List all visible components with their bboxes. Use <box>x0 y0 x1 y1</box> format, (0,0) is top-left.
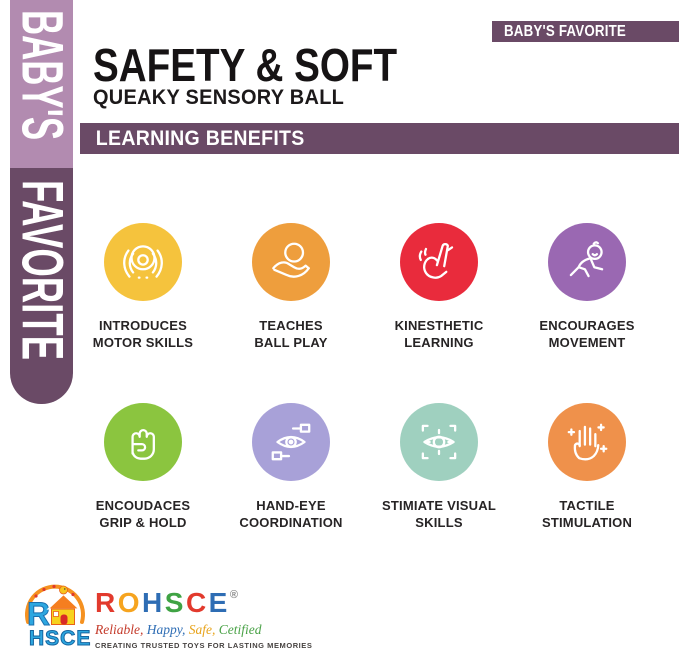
benefit-label: INTRODUCES MOTOR SKILLS <box>69 317 217 351</box>
benefit-label-line1: ENCOUDACES <box>95 498 191 513</box>
registered-trademark-icon: ® <box>229 589 238 601</box>
benefits-grid: INTRODUCES MOTOR SKILLS TEACHES BALL PLA… <box>69 218 661 578</box>
ribbon-favorite-label: FAVORITE <box>9 180 75 361</box>
brand-wordmark: ROHSCE® <box>95 581 312 617</box>
crawling-baby-icon <box>569 241 604 278</box>
logo-house-door <box>60 614 68 625</box>
benefit-label-line2: STIMULATION <box>541 515 633 530</box>
benefit-label-line1: INTRODUCES <box>99 318 187 333</box>
tagline-word: Reliable, <box>95 622 144 637</box>
benefit-visual-skills: STIMIATE VISUAL SKILLS <box>365 398 513 578</box>
benefit-circle <box>548 223 626 301</box>
benefit-circle <box>400 223 478 301</box>
benefit-circle <box>252 403 330 481</box>
benefit-label: ENCOURAGES MOVEMENT <box>513 317 661 351</box>
hand-eye-icon <box>271 423 311 461</box>
benefit-motor-skills: INTRODUCES MOTOR SKILLS <box>69 218 217 398</box>
visual-focus-icon <box>421 424 457 460</box>
motor-skills-icon <box>123 245 163 279</box>
brand-letter: S <box>164 587 186 618</box>
page-title: SAFETY & SOFT <box>93 39 398 91</box>
rohsce-logo-mark: R HSCE <box>25 584 91 651</box>
brand-letter: R <box>95 587 118 618</box>
benefit-label-line1: STIMIATE VISUAL <box>382 498 496 513</box>
brand-slogan: CREATING TRUSTED TOYS FOR LASTING MEMORI… <box>95 641 313 650</box>
benefit-hand-eye: HAND-EYE COORDINATION <box>217 398 365 578</box>
footer: R HSCE ROHSCE® Reliable, Happy, Safe, Ce… <box>0 575 679 656</box>
benefit-label-line1: TEACHES <box>259 318 323 333</box>
benefit-label: HAND-EYE COORDINATION <box>217 497 365 531</box>
benefit-label-line1: HAND-EYE <box>256 498 326 513</box>
logo-letters-hsce: HSCE <box>29 627 91 650</box>
benefit-label-line2: BALL PLAY <box>254 335 328 350</box>
benefit-label-line2: SKILLS <box>415 515 463 530</box>
brand-tagline: Reliable, Happy, Safe, Cetified <box>95 622 312 637</box>
benefit-label: TACTILE STIMULATION <box>513 497 661 531</box>
ribbon-babys: BABY'S <box>9 0 75 168</box>
benefit-circle <box>104 403 182 481</box>
logo-bird-eye <box>64 588 66 590</box>
logo-house-window <box>53 611 59 617</box>
tagline-word: Safe, <box>185 622 216 637</box>
tactile-hand-icon <box>567 423 608 461</box>
clapping-hands-icon <box>418 242 454 279</box>
learning-benefits-bar-label: LEARNING BENEFITS <box>95 126 305 150</box>
benefit-circle <box>400 403 478 481</box>
brand-letter: C <box>185 587 209 618</box>
benefit-movement: ENCOURAGES MOVEMENT <box>513 218 661 398</box>
benefit-label: KINESTHETIC LEARNING <box>365 317 513 351</box>
benefit-circle <box>104 223 182 301</box>
ribbon-favorite: FAVORITE <box>9 168 75 404</box>
benefit-label-line2: LEARNING <box>404 335 474 350</box>
benefit-grip-hold: ENCOUDACES GRIP & HOLD <box>69 398 217 578</box>
benefit-label-line2: MOTOR SKILLS <box>92 335 194 350</box>
benefit-label: TEACHES BALL PLAY <box>217 317 365 351</box>
benefit-ball-play: TEACHES BALL PLAY <box>217 218 365 398</box>
tagline-word: Happy, <box>143 622 186 637</box>
benefit-label-line1: KINESTHETIC <box>394 318 484 333</box>
page-subtitle: QUEAKY SENSORY BALL <box>93 86 345 109</box>
babys-favorite-badge: BABY'S FAVORITE <box>492 21 679 42</box>
tagline-word: Cetified <box>215 622 262 637</box>
babys-favorite-badge-label: BABY'S FAVORITE <box>503 23 627 40</box>
benefit-circle <box>548 403 626 481</box>
ribbon-babys-label: BABY'S <box>9 10 75 141</box>
benefit-label: STIMIATE VISUAL SKILLS <box>365 497 513 531</box>
ball-in-hand-icon <box>272 242 310 278</box>
benefit-label-line1: TACTILE <box>559 498 615 513</box>
fist-grip-icon <box>131 429 155 460</box>
benefit-label-line2: COORDINATION <box>239 515 343 530</box>
benefit-label-line2: GRIP & HOLD <box>99 515 187 530</box>
logo-bird <box>59 585 68 595</box>
logo-letter-r: R <box>27 596 50 632</box>
benefit-label-line1: ENCOURAGES <box>539 318 635 333</box>
brand-letter: E <box>208 587 230 618</box>
learning-benefits-bar: LEARNING BENEFITS <box>80 123 679 154</box>
benefit-tactile: TACTILE STIMULATION <box>513 398 661 578</box>
brand-letter: O <box>117 587 143 618</box>
benefit-circle <box>252 223 330 301</box>
brand-text-block: ROHSCE® Reliable, Happy, Safe, Cetified … <box>95 581 313 651</box>
brand-letter: H <box>142 587 165 618</box>
benefit-label-line2: MOVEMENT <box>548 335 626 350</box>
benefit-label: ENCOUDACES GRIP & HOLD <box>69 497 217 531</box>
benefit-kinesthetic: KINESTHETIC LEARNING <box>365 218 513 398</box>
